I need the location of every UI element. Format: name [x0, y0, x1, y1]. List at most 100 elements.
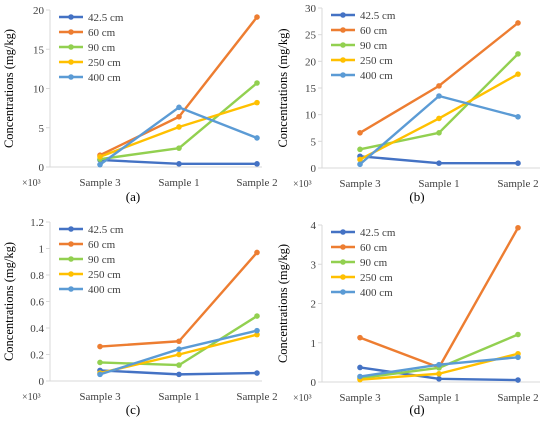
data-point: [515, 20, 521, 26]
data-point: [254, 161, 260, 167]
y-tick-label: 15: [305, 83, 317, 95]
legend-label: 250 cm: [360, 272, 393, 284]
x-tick-label: Sample 3: [339, 178, 381, 190]
data-point: [97, 161, 103, 168]
legend-marker: [68, 44, 74, 50]
data-point: [436, 93, 442, 99]
legend-marker: [68, 226, 74, 232]
data-point: [357, 156, 363, 163]
multiplier-label: ×10³: [22, 392, 41, 403]
legend-marker: [340, 274, 346, 280]
data-point: [254, 80, 260, 86]
x-tick-label: Sample 3: [79, 391, 121, 403]
data-point: [176, 351, 182, 358]
legend: 42.5 cm 60 cm 90 cm 250 cm 400 cm: [331, 227, 396, 299]
y-tick-label: 5: [311, 136, 317, 148]
panel-label: (a): [126, 189, 140, 204]
data-point: [357, 334, 363, 341]
data-point: [176, 124, 182, 130]
data-point: [176, 362, 182, 368]
legend-marker: [68, 286, 74, 292]
data-point: [515, 114, 521, 120]
legend-marker: [340, 229, 346, 235]
y-tick-label: 0.8: [30, 270, 44, 282]
data-point: [436, 130, 442, 136]
panel-label: (c): [126, 402, 140, 417]
data-point: [176, 346, 182, 353]
legend-label: 90 cm: [360, 257, 388, 269]
data-point: [97, 359, 103, 366]
x-tick-label: Sample 3: [79, 177, 121, 189]
y-tick-label: 10: [305, 110, 317, 122]
data-point: [515, 71, 521, 77]
data-point: [254, 313, 260, 319]
data-point: [176, 113, 182, 120]
legend: 42.5 cm 60 cm 90 cm 250 cm 400 cm: [331, 10, 396, 82]
y-tick-label: 20: [33, 5, 45, 17]
data-point: [515, 160, 521, 166]
chart-panel-4: 0 1 2 3 4 Sample 3 Sample 1 Sample 2 ×10³ Concent…: [276, 220, 540, 417]
legend-label: 400 cm: [88, 284, 121, 296]
legend-marker: [68, 74, 74, 80]
x-tick-label: Sample 1: [158, 177, 199, 189]
data-point: [515, 377, 521, 383]
data-point: [254, 99, 260, 106]
chart-panel-1: 0 5 10 15 20 Sample 3 Sample 1 Sample 2 ×10³ Conc…: [2, 5, 278, 204]
y-tick-label: 30: [305, 3, 317, 15]
legend-label: 400 cm: [360, 70, 393, 82]
data-point: [436, 115, 442, 122]
data-point: [515, 224, 521, 231]
y-axis-title: Concentrations (mg/kg): [2, 242, 16, 361]
legend-label: 42.5 cm: [360, 227, 396, 239]
legend-label: 90 cm: [360, 40, 388, 52]
legend-label: 42.5 cm: [88, 224, 124, 236]
legend-label: 60 cm: [360, 25, 388, 37]
data-point: [436, 376, 442, 382]
y-tick-label: 20: [305, 56, 317, 68]
series-line-60-cm: [98, 251, 259, 348]
legend-marker: [68, 241, 74, 247]
data-point: [97, 153, 103, 160]
y-tick-label: 0.2: [30, 350, 44, 362]
data-point: [176, 104, 182, 111]
legend-marker: [340, 244, 346, 250]
legend-label: 250 cm: [360, 55, 393, 67]
legend-label: 60 cm: [88, 239, 116, 251]
data-point: [176, 161, 182, 167]
y-tick-label: 2: [311, 299, 317, 311]
panel-label: (d): [409, 402, 424, 417]
legend-label: 250 cm: [88, 57, 121, 69]
data-point: [176, 338, 182, 345]
y-tick-label: 3: [311, 259, 317, 271]
y-axis-title: Concentrations (mg/kg): [2, 29, 16, 148]
legend-marker: [340, 42, 346, 48]
y-tick-label: 1: [39, 244, 45, 256]
y-tick-label: 0.4: [30, 323, 44, 335]
y-axis-title: Concentrations (mg/kg): [276, 244, 290, 363]
data-point: [254, 331, 260, 338]
legend-marker: [68, 271, 74, 277]
data-point: [254, 249, 260, 256]
x-tick-label: Sample 1: [158, 391, 199, 403]
legend-label: 400 cm: [88, 72, 121, 84]
data-point: [176, 145, 182, 151]
legend-marker: [340, 289, 346, 295]
chart-panel-2: 0 5 10 15 20 25 30 Sample 3 Sample 1 Sample 2 ×10³…: [276, 3, 540, 204]
legend-label: 42.5 cm: [88, 12, 124, 24]
legend-label: 90 cm: [88, 254, 116, 266]
y-tick-label: 1: [311, 338, 317, 350]
legend-marker: [340, 259, 346, 265]
x-tick-label: Sample 1: [418, 392, 459, 404]
data-point: [97, 343, 103, 350]
x-tick-label: Sample 2: [497, 392, 538, 404]
x-tick-label: Sample 2: [497, 178, 538, 190]
data-point: [97, 371, 103, 378]
multiplier-label: ×10³: [293, 179, 312, 190]
data-point: [515, 331, 521, 338]
multiplier-label: ×10³: [22, 178, 41, 189]
legend-marker: [340, 72, 346, 78]
data-point: [436, 83, 442, 89]
y-tick-label: 25: [305, 30, 317, 42]
series-line-60-cm: [98, 15, 259, 157]
legend-label: 60 cm: [360, 242, 388, 254]
